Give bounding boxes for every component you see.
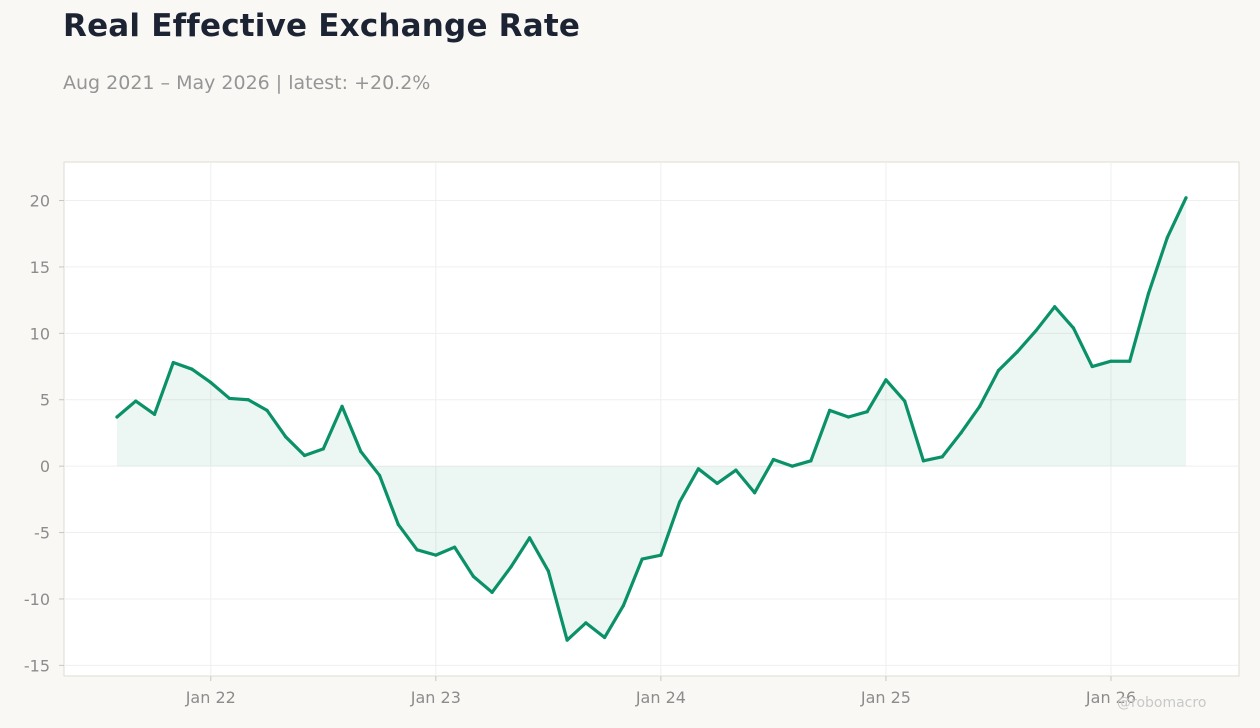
y-tick-label: 20 (30, 192, 50, 211)
data-point (527, 536, 532, 540)
data-point (1165, 236, 1169, 240)
data-point (227, 396, 232, 401)
data-point (996, 368, 1001, 373)
data-point (190, 367, 194, 371)
data-point (978, 404, 982, 408)
data-point (565, 638, 569, 642)
data-point (396, 522, 400, 527)
x-tick-label: Jan 23 (410, 688, 461, 707)
data-point (584, 621, 588, 625)
y-axis: -15 -10 -5 0 5 10 15 20 (24, 192, 64, 675)
watermark: @robomacro (1117, 695, 1207, 711)
data-point (1109, 359, 1113, 363)
data-point (171, 360, 175, 365)
y-tick-label: 5 (40, 391, 50, 410)
data-point (152, 412, 157, 416)
y-tick-label: -10 (24, 590, 50, 609)
data-point (1053, 305, 1057, 309)
x-tick-label: Jan 22 (185, 688, 236, 707)
data-point (1128, 359, 1132, 363)
x-tick-label: Jan 26 (1085, 688, 1136, 707)
y-tick-label: -5 (34, 524, 50, 543)
chart-title: Real Effective Exchange Rate (63, 8, 581, 44)
data-point (546, 569, 550, 573)
data-point (359, 449, 363, 454)
plot-area (63, 161, 1240, 677)
data-point (415, 548, 419, 552)
data-point (1071, 326, 1076, 330)
y-tick-label: -15 (24, 656, 50, 675)
data-point (603, 635, 607, 640)
data-point (790, 464, 794, 468)
data-point (321, 447, 325, 451)
data-point (115, 415, 119, 419)
data-point (753, 491, 757, 495)
data-point (434, 553, 438, 557)
data-point (265, 408, 269, 412)
data-point (640, 557, 644, 561)
data-point (302, 453, 307, 458)
data-point (1184, 196, 1188, 200)
data-point (865, 410, 869, 414)
y-tick-label: 10 (30, 324, 50, 343)
data-point (734, 468, 738, 472)
data-point (509, 565, 513, 569)
data-point (471, 574, 475, 578)
data-point (340, 404, 344, 408)
data-point (284, 435, 288, 439)
data-point (771, 457, 776, 462)
data-point (828, 408, 832, 412)
data-point (1015, 350, 1019, 354)
data-point (246, 398, 250, 402)
data-point (377, 473, 382, 478)
data-point (696, 467, 700, 471)
series (115, 196, 1188, 642)
data-point (903, 399, 907, 403)
data-point (1146, 291, 1151, 296)
data-point (940, 455, 944, 459)
data-point (846, 415, 851, 419)
y-tick-label: 15 (30, 258, 50, 277)
data-point (884, 378, 888, 382)
data-point (921, 459, 926, 463)
series-line (115, 196, 1188, 642)
data-point (490, 590, 494, 594)
data-point (715, 481, 719, 486)
data-point (809, 459, 813, 463)
data-point (659, 553, 663, 557)
data-point (621, 604, 625, 608)
data-point (209, 380, 213, 385)
data-point (959, 431, 963, 435)
data-point (1090, 364, 1094, 369)
data-point (1034, 329, 1038, 333)
grid (64, 162, 1239, 676)
chart-subtitle: Aug 2021 – May 2026 | latest: +20.2% (63, 72, 431, 94)
data-point (452, 545, 457, 549)
x-tick-label: Jan 25 (860, 688, 911, 707)
data-point (678, 500, 682, 504)
data-point (134, 399, 138, 403)
x-tick-label: Jan 24 (635, 688, 686, 707)
x-axis: Jan 22 Jan 23 Jan 24 Jan 25 Jan 26 (185, 676, 1136, 707)
y-tick-label: 0 (40, 457, 50, 476)
